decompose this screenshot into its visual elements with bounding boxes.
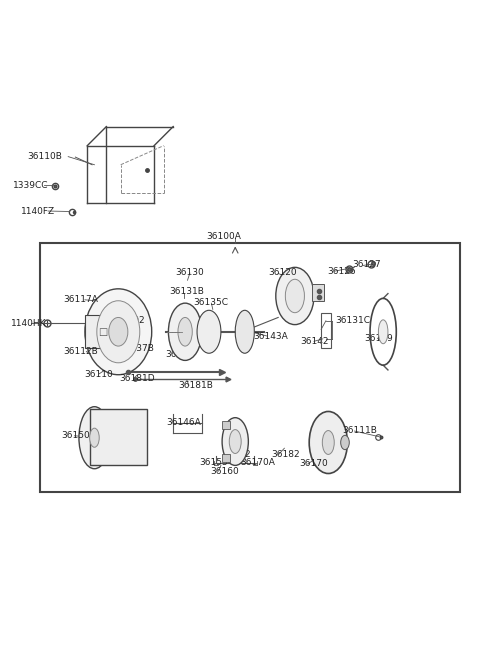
Text: 36181D: 36181D bbox=[120, 373, 156, 383]
Ellipse shape bbox=[309, 411, 348, 473]
Text: 36117A: 36117A bbox=[63, 295, 98, 304]
Text: 36126: 36126 bbox=[327, 267, 356, 276]
Text: 1140FZ: 1140FZ bbox=[21, 207, 55, 216]
Ellipse shape bbox=[168, 303, 202, 360]
Text: 36112B: 36112B bbox=[63, 347, 98, 356]
Text: 36170: 36170 bbox=[300, 460, 328, 468]
Ellipse shape bbox=[323, 430, 334, 455]
Text: 36131C: 36131C bbox=[336, 317, 371, 325]
Text: 36137B: 36137B bbox=[120, 344, 155, 353]
Text: 36139: 36139 bbox=[364, 334, 393, 343]
Ellipse shape bbox=[90, 428, 99, 447]
Text: 36110B: 36110B bbox=[28, 152, 62, 161]
Text: 36181B: 36181B bbox=[178, 381, 213, 390]
Text: 36150: 36150 bbox=[61, 431, 90, 440]
Ellipse shape bbox=[197, 310, 221, 353]
Text: 1339CC: 1339CC bbox=[13, 181, 49, 190]
Text: 36162: 36162 bbox=[222, 451, 251, 459]
Ellipse shape bbox=[97, 301, 140, 363]
Ellipse shape bbox=[235, 310, 254, 353]
Ellipse shape bbox=[85, 289, 152, 375]
Ellipse shape bbox=[285, 279, 304, 313]
Text: □: □ bbox=[98, 327, 108, 337]
Text: 1140HK: 1140HK bbox=[11, 318, 47, 328]
Text: 36170A: 36170A bbox=[240, 458, 275, 466]
Bar bbox=[222, 455, 230, 462]
Bar bbox=[222, 421, 230, 428]
Text: 36127: 36127 bbox=[352, 260, 381, 269]
Ellipse shape bbox=[229, 430, 241, 453]
Text: 36120: 36120 bbox=[269, 268, 297, 277]
Bar bbox=[321, 313, 331, 349]
Ellipse shape bbox=[222, 418, 248, 466]
Ellipse shape bbox=[79, 407, 110, 469]
Text: 36100A: 36100A bbox=[206, 232, 241, 241]
Text: 36135C: 36135C bbox=[194, 298, 228, 307]
Ellipse shape bbox=[178, 317, 192, 346]
Bar bbox=[312, 284, 324, 301]
Text: 36102: 36102 bbox=[116, 316, 144, 325]
Text: 36142: 36142 bbox=[300, 337, 329, 346]
Ellipse shape bbox=[378, 320, 388, 344]
Text: 36130: 36130 bbox=[176, 267, 204, 277]
Text: 36143A: 36143A bbox=[253, 332, 288, 341]
Bar bbox=[85, 315, 118, 349]
Text: 36111B: 36111B bbox=[343, 426, 377, 435]
Text: 36160: 36160 bbox=[210, 466, 239, 475]
Bar bbox=[90, 409, 147, 466]
Ellipse shape bbox=[341, 436, 349, 450]
Text: 36145: 36145 bbox=[165, 350, 194, 358]
Text: 36155: 36155 bbox=[199, 458, 228, 466]
Bar bbox=[39, 243, 459, 492]
Ellipse shape bbox=[109, 317, 128, 346]
Ellipse shape bbox=[276, 267, 314, 324]
Text: 36110: 36110 bbox=[84, 370, 113, 379]
Text: 36182: 36182 bbox=[272, 451, 300, 459]
Text: 36146A: 36146A bbox=[166, 418, 201, 427]
Text: 36131B: 36131B bbox=[169, 287, 204, 296]
